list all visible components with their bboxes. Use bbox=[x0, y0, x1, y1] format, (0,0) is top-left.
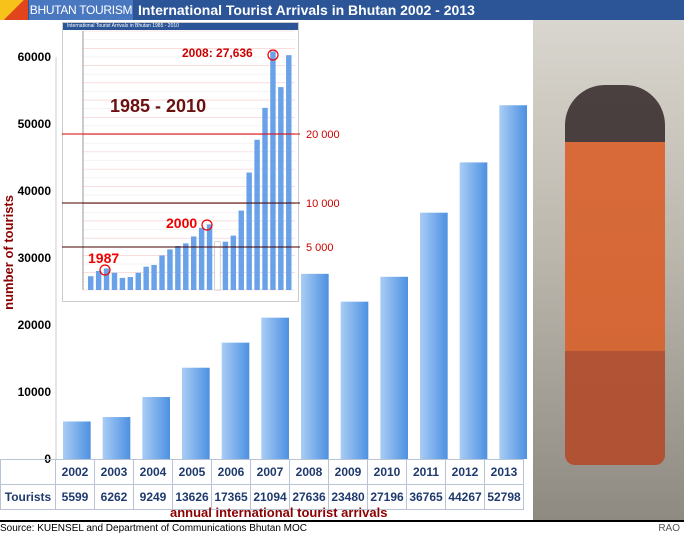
inset-bar-1986 bbox=[95, 271, 102, 290]
value-cell: 27636 bbox=[289, 484, 329, 510]
inset-bar-2002 bbox=[222, 241, 229, 290]
inset-bar-1991 bbox=[135, 272, 141, 290]
inset-bar-2010 bbox=[286, 55, 292, 290]
year-cell: 2002 bbox=[55, 459, 95, 485]
inset-plot bbox=[82, 30, 295, 291]
bar-2006 bbox=[221, 342, 250, 459]
y-tick-label: 50000 bbox=[18, 117, 52, 131]
y-tick-label: 60000 bbox=[18, 50, 52, 64]
value-cell: 36765 bbox=[406, 484, 446, 510]
inset-title: International Tourist Arrivals in Bhutan… bbox=[63, 23, 298, 30]
annotation-circle bbox=[99, 264, 111, 276]
y-tick-label: 10000 bbox=[18, 385, 52, 399]
year-cell: 2010 bbox=[367, 459, 407, 485]
reference-label: 5 000 bbox=[306, 242, 334, 254]
year-cell: 2006 bbox=[211, 459, 251, 485]
inset-bar-1992 bbox=[143, 266, 149, 290]
year-cell: 2005 bbox=[172, 459, 212, 485]
y-tick-label: 20000 bbox=[18, 318, 52, 332]
table-corner bbox=[0, 459, 56, 485]
annotation-overlay: 20 000 10 000 5 000 2008: 27,636 2000 1987 bbox=[62, 46, 340, 276]
annotation-circle bbox=[201, 219, 213, 231]
inset-chart: International Tourist Arrivals in Bhutan… bbox=[62, 22, 299, 302]
data-table: 2002 2003 2004 2005 2006 2007 2008 2009 2010 2011… bbox=[0, 459, 524, 510]
credit: RAO bbox=[658, 523, 680, 534]
bar-2002 bbox=[63, 421, 91, 459]
source-text: Source: KUENSEL and Department of Commun… bbox=[0, 523, 307, 534]
bar-2009 bbox=[340, 301, 369, 459]
value-cell: 52798 bbox=[484, 484, 524, 510]
bar-2004 bbox=[142, 397, 170, 459]
page-title: International Tourist Arrivals in Bhutan… bbox=[138, 2, 475, 18]
inset-bar-1989 bbox=[119, 277, 126, 290]
inset-bar-2001 bbox=[214, 241, 221, 291]
brand-label: BHUTAN TOURISM bbox=[29, 0, 133, 20]
value-cell: 44267 bbox=[445, 484, 485, 510]
value-cell: 21094 bbox=[250, 484, 290, 510]
annotation-circle bbox=[267, 49, 279, 61]
inset-bar-1998 bbox=[191, 236, 197, 290]
inset-bar-1993 bbox=[151, 264, 157, 290]
dancer-photo bbox=[533, 20, 684, 520]
annotation-label: 1987 bbox=[88, 250, 119, 266]
year-cell: 2011 bbox=[406, 459, 446, 485]
inset-bar-2003 bbox=[230, 235, 237, 290]
inset-bar-1987 bbox=[103, 268, 110, 290]
inset-range-label: 1985 - 2010 bbox=[110, 96, 207, 116]
y-tick-label: 30000 bbox=[18, 251, 52, 265]
bar-2013 bbox=[499, 105, 527, 459]
inset-bar-1995 bbox=[167, 249, 173, 290]
footer: Source: KUENSEL and Department of Commun… bbox=[0, 520, 684, 535]
annotation-label: 2000 bbox=[166, 215, 197, 231]
value-cell: 27196 bbox=[367, 484, 407, 510]
inset-bar-2007 bbox=[262, 107, 268, 290]
year-cell: 2004 bbox=[133, 459, 173, 485]
bar-2007 bbox=[261, 317, 289, 459]
inset-bar-1988 bbox=[111, 272, 118, 290]
inset-bar-1997 bbox=[183, 243, 189, 290]
bar-2003 bbox=[102, 417, 131, 459]
inset-bar-1994 bbox=[159, 255, 165, 290]
value-cell: 5599 bbox=[55, 484, 95, 510]
value-cell: 13626 bbox=[172, 484, 212, 510]
inset-bar-2009 bbox=[278, 87, 284, 290]
bar-2012 bbox=[459, 162, 488, 459]
logo-icon bbox=[0, 0, 28, 20]
inset-bar-1990 bbox=[127, 277, 134, 290]
inset-bar-2004 bbox=[238, 210, 244, 290]
inset-bar-2006 bbox=[254, 139, 260, 290]
header-bar: BHUTAN TOURISM International Tourist Arr… bbox=[0, 0, 684, 20]
value-cell: 6262 bbox=[94, 484, 134, 510]
bar-2005 bbox=[182, 367, 210, 459]
x-axis-label: annual international tourist arrivals bbox=[170, 505, 388, 520]
reference-label: 10 000 bbox=[306, 198, 340, 210]
masked-dancer-figure bbox=[565, 85, 665, 465]
inset-bar-1996 bbox=[175, 245, 181, 290]
inset-bar-2008 bbox=[270, 51, 276, 290]
inset-bar-1999 bbox=[198, 227, 205, 290]
reference-label: 20 000 bbox=[306, 129, 340, 141]
bar-2008 bbox=[301, 273, 329, 459]
bar-2010 bbox=[380, 276, 408, 459]
inset-bar-1985 bbox=[88, 276, 94, 290]
value-cell: 9249 bbox=[133, 484, 173, 510]
year-cell: 2007 bbox=[250, 459, 290, 485]
annotation-label: 2008: 27,636 bbox=[182, 46, 253, 60]
inset-bar-2000 bbox=[206, 224, 213, 290]
bar-2011 bbox=[420, 212, 448, 459]
y-tick-label: 40000 bbox=[18, 184, 52, 198]
inset-bar-2005 bbox=[246, 172, 252, 290]
